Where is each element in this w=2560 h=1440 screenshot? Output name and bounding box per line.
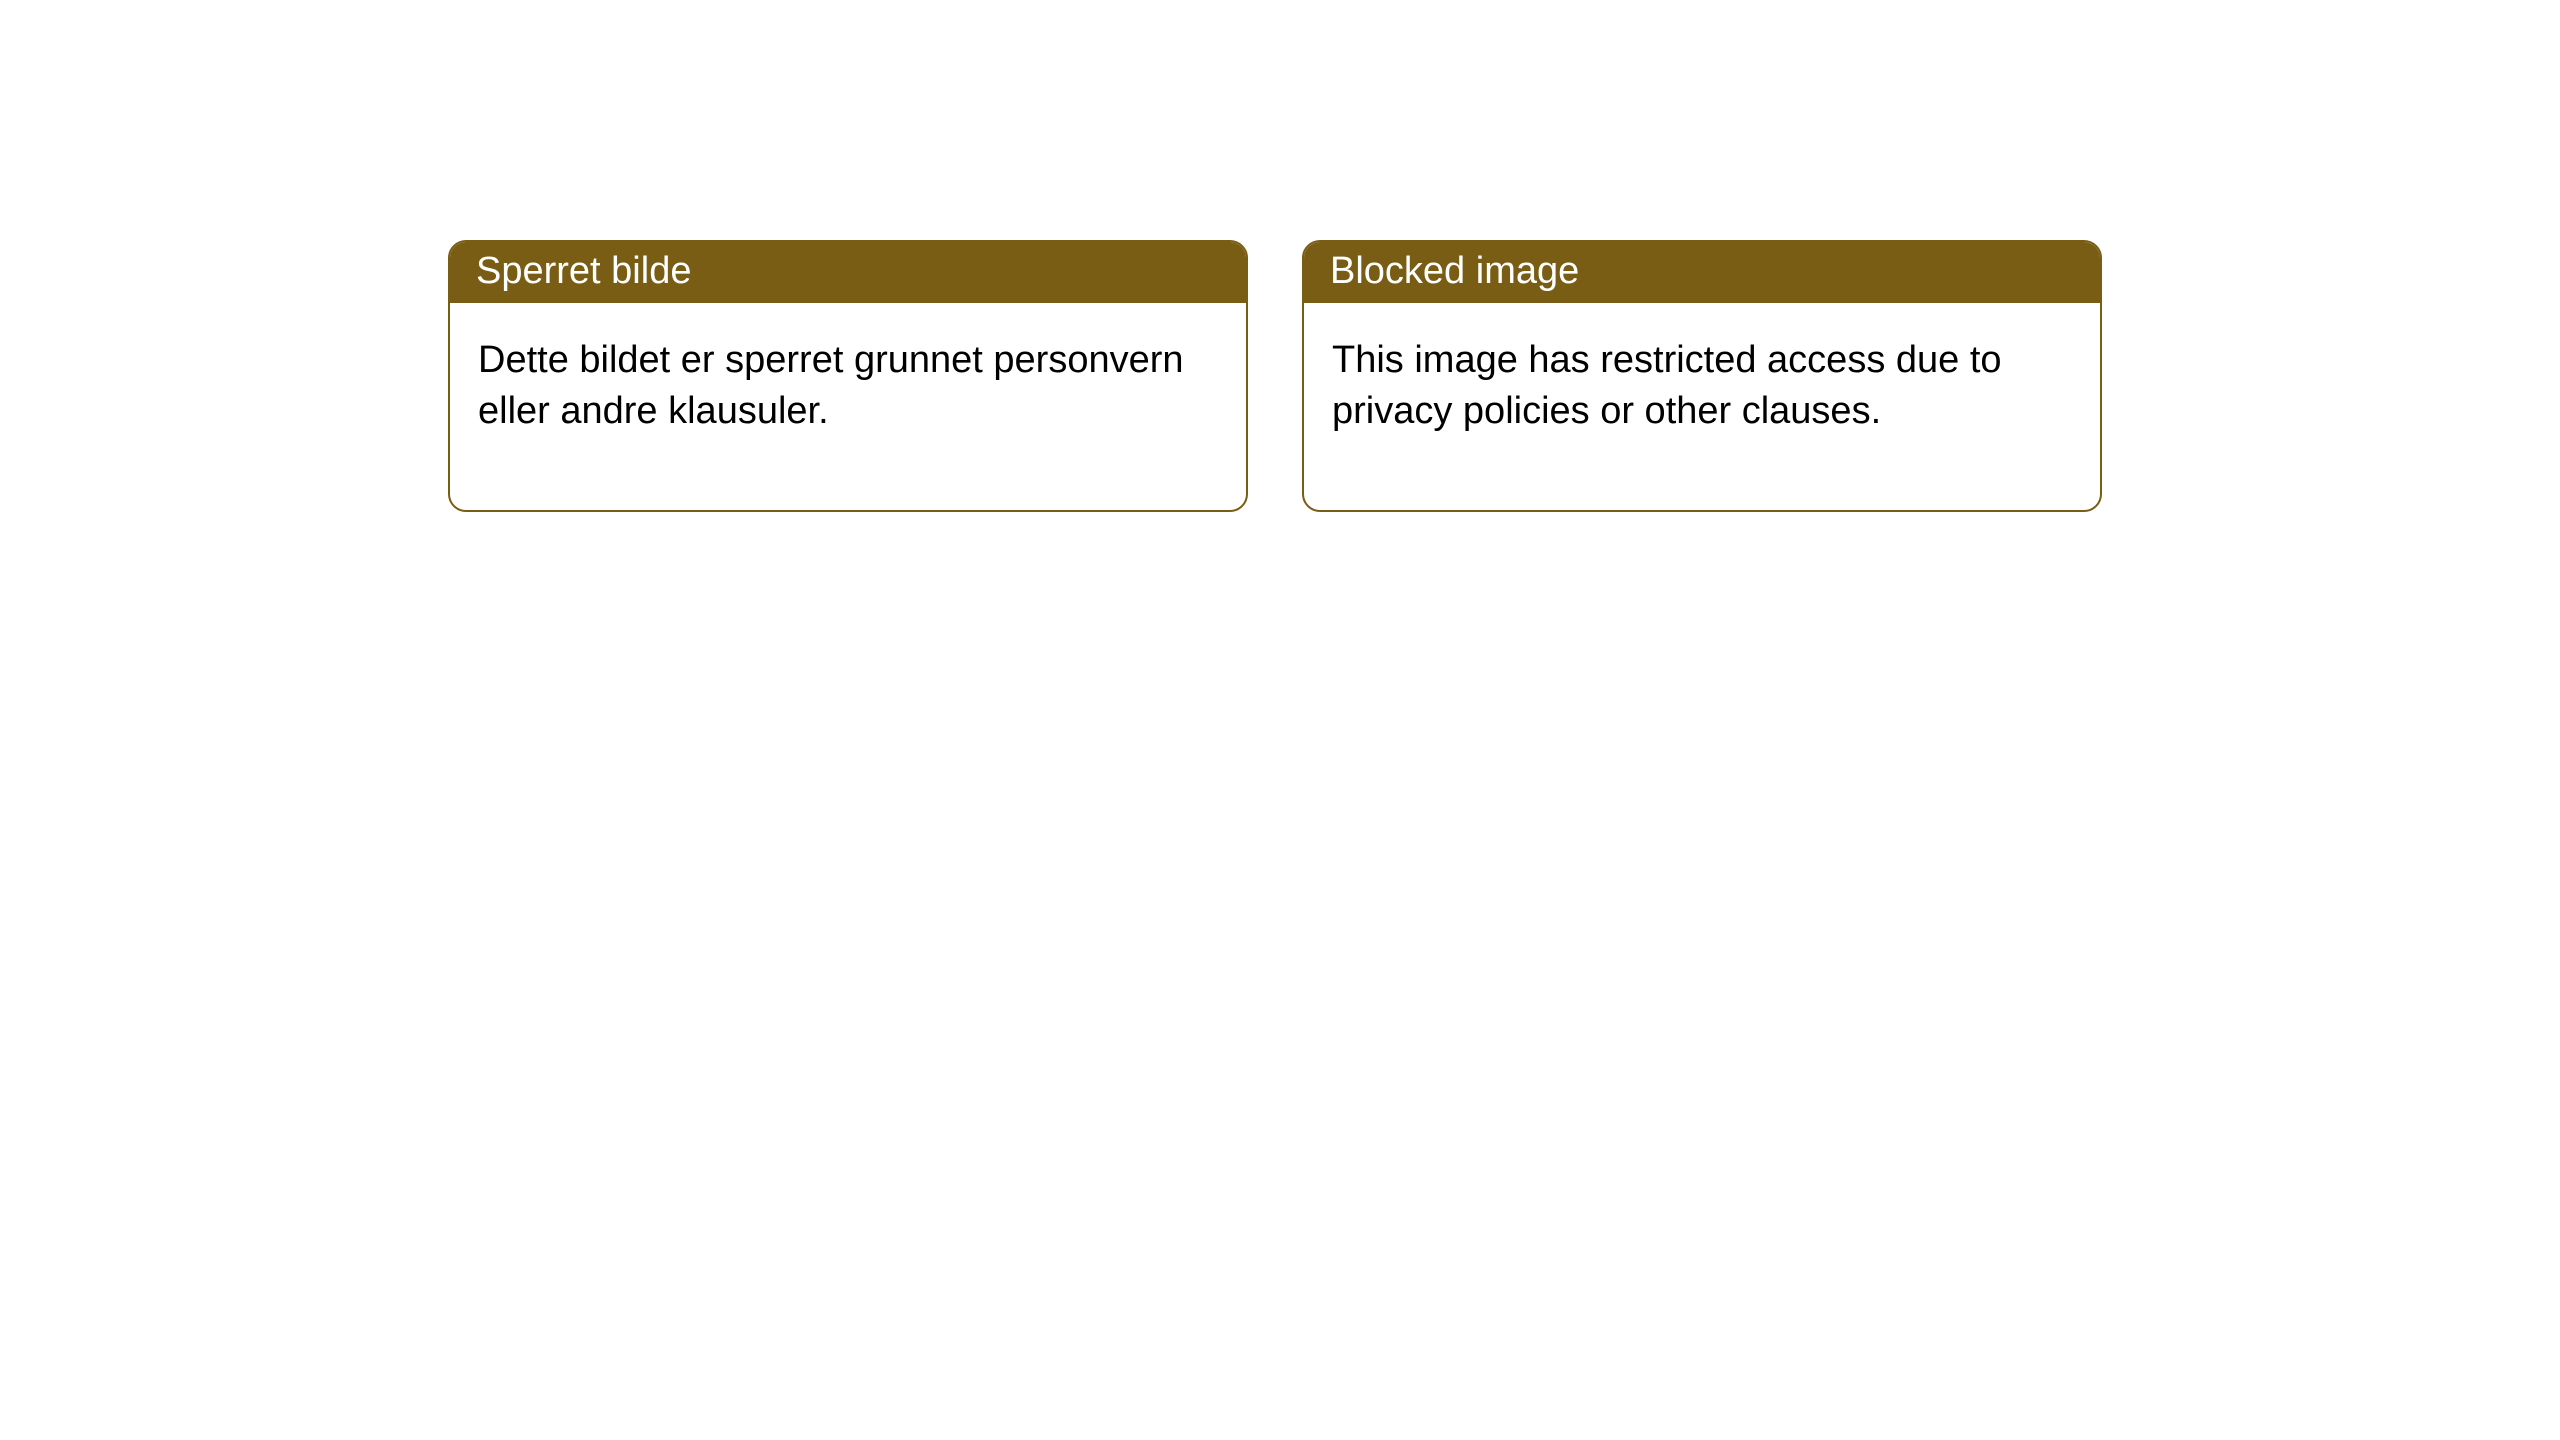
- notice-header: Blocked image: [1304, 242, 2100, 303]
- notice-header: Sperret bilde: [450, 242, 1246, 303]
- notice-body: This image has restricted access due to …: [1304, 303, 2100, 510]
- notice-card-english: Blocked image This image has restricted …: [1302, 240, 2102, 512]
- notice-card-norwegian: Sperret bilde Dette bildet er sperret gr…: [448, 240, 1248, 512]
- notice-container: Sperret bilde Dette bildet er sperret gr…: [0, 0, 2560, 512]
- notice-body: Dette bildet er sperret grunnet personve…: [450, 303, 1246, 510]
